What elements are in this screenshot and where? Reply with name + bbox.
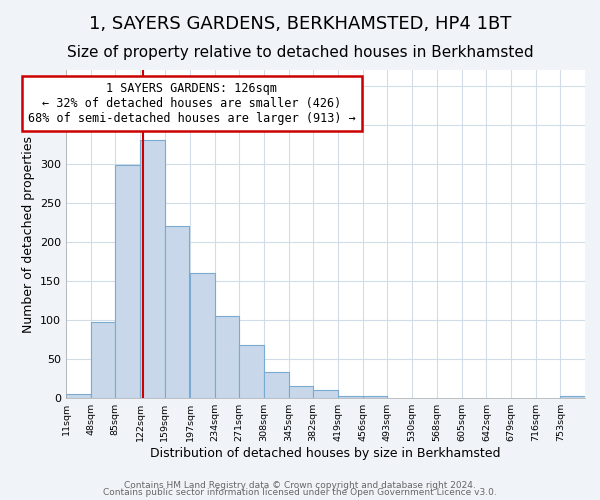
Bar (164, 226, 189, 398)
Bar (190, 273, 215, 398)
X-axis label: Distribution of detached houses by size in Berkhamsted: Distribution of detached houses by size … (150, 447, 501, 460)
Text: Size of property relative to detached houses in Berkhamsted: Size of property relative to detached ho… (67, 45, 533, 60)
Bar (560, 396, 585, 398)
Bar (115, 166, 140, 398)
Bar (239, 345, 264, 398)
Bar (140, 140, 164, 398)
Text: 1 SAYERS GARDENS: 126sqm
← 32% of detached houses are smaller (426)
68% of semi-: 1 SAYERS GARDENS: 126sqm ← 32% of detach… (28, 82, 356, 124)
Bar (215, 316, 239, 398)
Bar (338, 396, 362, 398)
Text: Contains public sector information licensed under the Open Government Licence v3: Contains public sector information licen… (103, 488, 497, 497)
Bar (313, 390, 338, 398)
Text: 1, SAYERS GARDENS, BERKHAMSTED, HP4 1BT: 1, SAYERS GARDENS, BERKHAMSTED, HP4 1BT (89, 15, 511, 33)
Bar (289, 386, 313, 398)
Bar (264, 372, 289, 398)
Bar (91, 322, 115, 398)
Text: Contains HM Land Registry data © Crown copyright and database right 2024.: Contains HM Land Registry data © Crown c… (124, 480, 476, 490)
Bar (362, 396, 387, 398)
Y-axis label: Number of detached properties: Number of detached properties (22, 136, 35, 332)
Bar (66, 394, 91, 398)
